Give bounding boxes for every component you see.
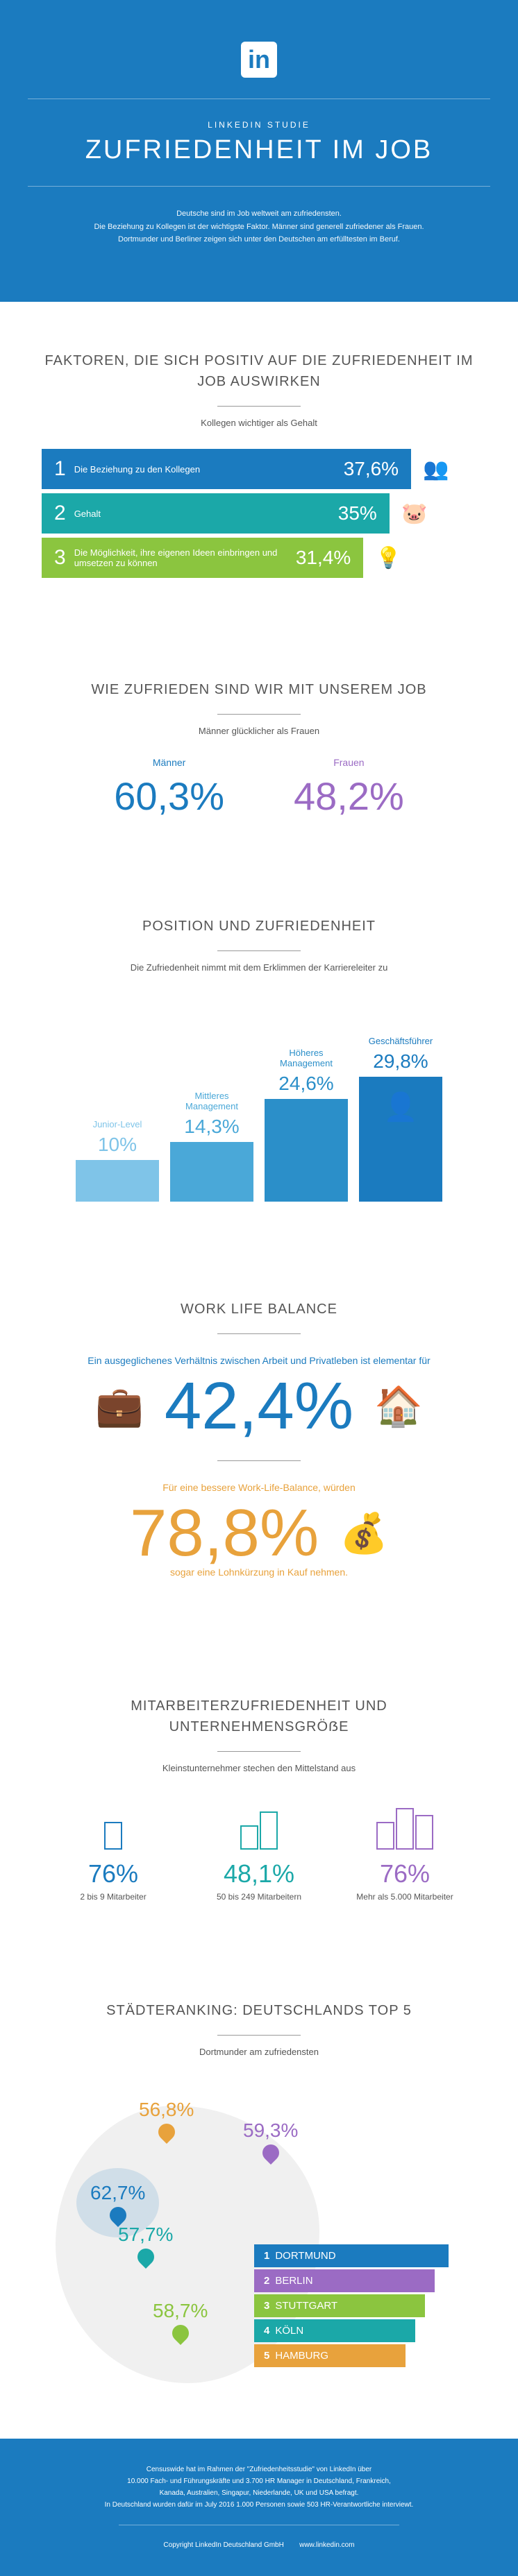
wlb-section: WORK LIFE BALANCE Ein ausgeglichenes Ver… [0, 1250, 518, 1647]
position-title: POSITION UND ZUFRIEDENHEIT [42, 916, 476, 937]
company-section: MITARBEITERZUFRIEDENHEIT UND UNTERNEHMEN… [0, 1647, 518, 1952]
pin-marker-icon [169, 2321, 192, 2345]
gender-men: Männer 60,3% [114, 757, 224, 819]
city-rank-bar: 1DORTMUND [254, 2244, 449, 2267]
city-rank-bar: 3STUTTGART [254, 2294, 425, 2317]
building-icon [207, 1794, 311, 1850]
header-intro: Deutsche sind im Job weltweit am zufried… [28, 207, 490, 246]
gender-title: WIE ZUFRIEDEN SIND WIR MIT UNSEREM JOB [42, 679, 476, 700]
factor-bar: 2Gehalt35% 🐷 [42, 493, 476, 534]
company-title: MITARBEITERZUFRIEDENHEIT UND UNTERNEHMEN… [42, 1696, 476, 1737]
factor-icon: 👥 [421, 457, 451, 481]
pin-marker-icon [134, 2245, 158, 2269]
company-item: 76% 2 bis 9 Mitarbeiter [61, 1794, 165, 1903]
map-pin: 59,3% [243, 2119, 298, 2161]
gender-section: WIE ZUFRIEDEN SIND WIR MIT UNSEREM JOB M… [0, 631, 518, 867]
factors-subhead: Kollegen wichtiger als Gehalt [42, 418, 476, 428]
footer-copyright: Copyright LinkedIn Deutschland GmbH [163, 2541, 283, 2549]
factors-section: FAKTOREN, DIE SICH POSITIV AUF DIE ZUFRI… [0, 302, 518, 631]
position-subhead: Die Zufriedenheit nimmt mit dem Erklimme… [42, 962, 476, 973]
position-section: POSITION UND ZUFRIEDENHEIT Die Zufrieden… [0, 867, 518, 1250]
city-rank-bar: 5HAMBURG [254, 2344, 406, 2367]
house-icon: 🏠 [374, 1383, 423, 1429]
header-section: in LINKEDIN STUDIE ZUFRIEDENHEIT IM JOB … [0, 0, 518, 302]
footer-text: Censuswide hat im Rahmen der "Zufriedenh… [25, 2464, 493, 2511]
factor-icon: 💡 [373, 546, 403, 570]
company-subhead: Kleinstunternehmer stechen den Mittelsta… [42, 1763, 476, 1773]
map-pin: 58,7% [153, 2300, 208, 2342]
factor-bar: 1Die Beziehung zu den Kollegen37,6% 👥 [42, 449, 476, 489]
money-icon: 💰 [340, 1510, 388, 1556]
pin-marker-icon [259, 2141, 283, 2165]
company-item: 48,1% 50 bis 249 Mitarbeitern [207, 1794, 311, 1903]
wlb-title: WORK LIFE BALANCE [42, 1299, 476, 1320]
footer-section: Censuswide hat im Rahmen der "Zufriedenh… [0, 2439, 518, 2576]
company-item: 76% Mehr als 5.000 Mitarbeiter [353, 1794, 457, 1903]
cities-subhead: Dortmunder am zufriedensten [42, 2047, 476, 2057]
position-bar: Junior-Level 10% [76, 1104, 159, 1202]
factor-bar: 3Die Möglichkeit, ihre eigenen Ideen ein… [42, 538, 476, 578]
briefcase-icon: 💼 [95, 1383, 144, 1429]
gender-subhead: Männer glücklicher als Frauen [42, 726, 476, 736]
cities-section: STÄDTERANKING: DEUTSCHLANDS TOP 5 Dortmu… [0, 1952, 518, 2439]
gender-women: Frauen 48,2% [294, 757, 404, 819]
position-bar: Geschäftsführer 29,8% 👤 [359, 1021, 442, 1202]
building-icon [61, 1794, 165, 1850]
map-pin: 57,7% [118, 2224, 173, 2265]
city-rank-bar: 4KÖLN [254, 2319, 415, 2342]
cities-title: STÄDTERANKING: DEUTSCHLANDS TOP 5 [42, 2000, 476, 2021]
map-pin: 56,8% [139, 2099, 194, 2140]
header-subtitle: LINKEDIN STUDIE [28, 120, 490, 130]
factors-title: FAKTOREN, DIE SICH POSITIV AUF DIE ZUFRI… [42, 350, 476, 392]
pin-marker-icon [155, 2120, 178, 2144]
building-icon [353, 1794, 457, 1850]
factor-icon: 🐷 [399, 502, 430, 526]
city-rank-bar: 2BERLIN [254, 2269, 435, 2292]
header-title: ZUFRIEDENHEIT IM JOB [28, 135, 490, 165]
linkedin-logo-icon: in [241, 42, 277, 78]
footer-url: www.linkedin.com [299, 2541, 354, 2549]
position-bar: Mittleres Management 14,3% [170, 1086, 253, 1202]
position-bar: Höheres Management 24,6% [265, 1043, 348, 1202]
